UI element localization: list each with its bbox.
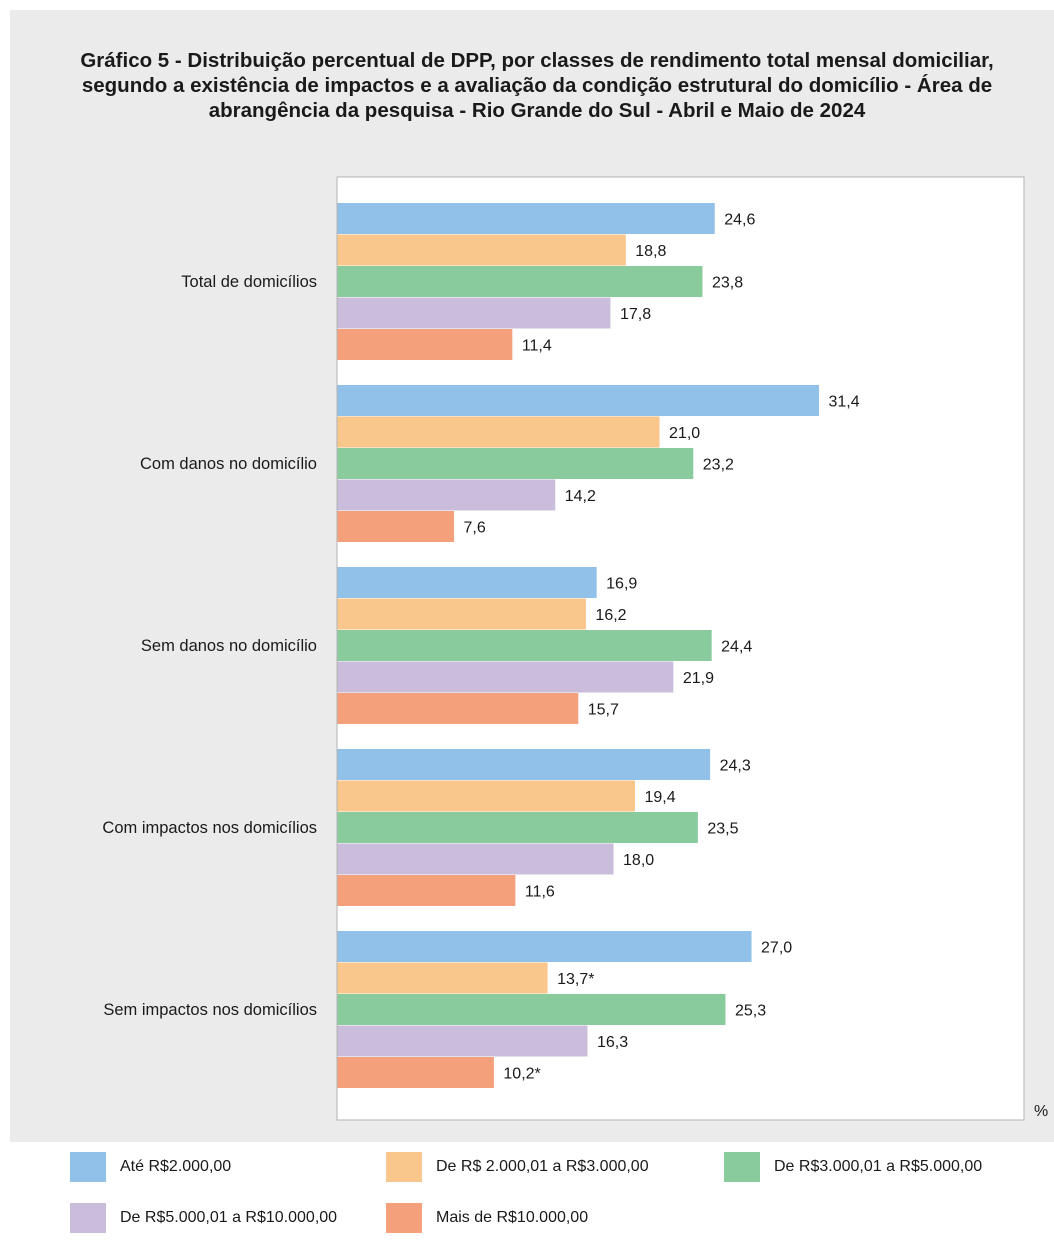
bar-3-3 bbox=[337, 843, 614, 875]
data-label-1-3: 14,2 bbox=[565, 488, 596, 505]
bar-3-1 bbox=[337, 780, 635, 812]
data-label-2-2: 24,4 bbox=[721, 639, 752, 656]
data-label-4-3: 16,3 bbox=[597, 1034, 628, 1051]
bar-3-2 bbox=[337, 812, 698, 843]
bar-4-3 bbox=[337, 1025, 588, 1057]
bar-4-0 bbox=[337, 931, 752, 962]
data-label-3-2: 23,5 bbox=[707, 821, 738, 838]
bar-1-4 bbox=[337, 511, 455, 542]
data-label-3-1: 19,4 bbox=[644, 789, 675, 806]
bar-0-2 bbox=[337, 266, 703, 297]
data-label-0-2: 23,8 bbox=[712, 275, 743, 292]
data-label-4-4: 10,2* bbox=[503, 1066, 540, 1083]
data-label-0-4: 11,4 bbox=[522, 338, 552, 355]
data-label-0-3: 17,8 bbox=[620, 306, 651, 323]
bar-4-1 bbox=[337, 962, 548, 994]
bar-1-3 bbox=[337, 479, 556, 511]
unit-label: % bbox=[1034, 1103, 1048, 1120]
data-label-3-3: 18,0 bbox=[623, 852, 654, 869]
data-label-1-2: 23,2 bbox=[703, 457, 734, 474]
bar-0-4 bbox=[337, 329, 513, 360]
chart-title: Gráfico 5 - Distribuição percentual de D… bbox=[80, 49, 994, 122]
category-label-0: Total de domicílios bbox=[181, 273, 317, 291]
data-label-2-3: 21,9 bbox=[683, 670, 714, 687]
data-label-0-0: 24,6 bbox=[724, 212, 755, 229]
data-label-4-2: 25,3 bbox=[735, 1003, 766, 1020]
bar-0-1 bbox=[337, 234, 626, 266]
data-label-3-4: 11,6 bbox=[525, 884, 555, 901]
bar-1-0 bbox=[337, 385, 820, 416]
data-label-2-1: 16,2 bbox=[595, 607, 626, 624]
bar-3-0 bbox=[337, 749, 711, 780]
bar-0-3 bbox=[337, 297, 611, 329]
data-label-1-1: 21,0 bbox=[669, 425, 700, 442]
bar-1-1 bbox=[337, 416, 660, 448]
bar-2-4 bbox=[337, 693, 579, 724]
category-label-2: Sem danos no domicílio bbox=[141, 637, 317, 655]
category-label-3: Com impactos nos domicílios bbox=[102, 819, 317, 837]
data-label-3-0: 24,3 bbox=[720, 758, 751, 775]
bar-0-0 bbox=[337, 203, 715, 234]
bar-4-2 bbox=[337, 994, 726, 1025]
bar-2-1 bbox=[337, 598, 586, 630]
category-label-1: Com danos no domicílio bbox=[140, 455, 317, 473]
bar-2-0 bbox=[337, 567, 597, 598]
bar-2-2 bbox=[337, 630, 712, 661]
bar-2-3 bbox=[337, 661, 674, 693]
data-label-1-4: 7,6 bbox=[464, 520, 486, 537]
bar-1-2 bbox=[337, 448, 694, 479]
category-label-4: Sem impactos nos domicílios bbox=[103, 1001, 317, 1019]
data-label-1-0: 31,4 bbox=[829, 394, 860, 411]
bar-3-4 bbox=[337, 875, 516, 906]
data-label-4-1: 13,7* bbox=[557, 971, 594, 988]
data-label-4-0: 27,0 bbox=[761, 940, 792, 957]
data-label-0-1: 18,8 bbox=[635, 243, 666, 260]
data-label-2-0: 16,9 bbox=[606, 576, 637, 593]
bar-4-4 bbox=[337, 1057, 494, 1088]
data-label-2-4: 15,7 bbox=[588, 702, 619, 719]
